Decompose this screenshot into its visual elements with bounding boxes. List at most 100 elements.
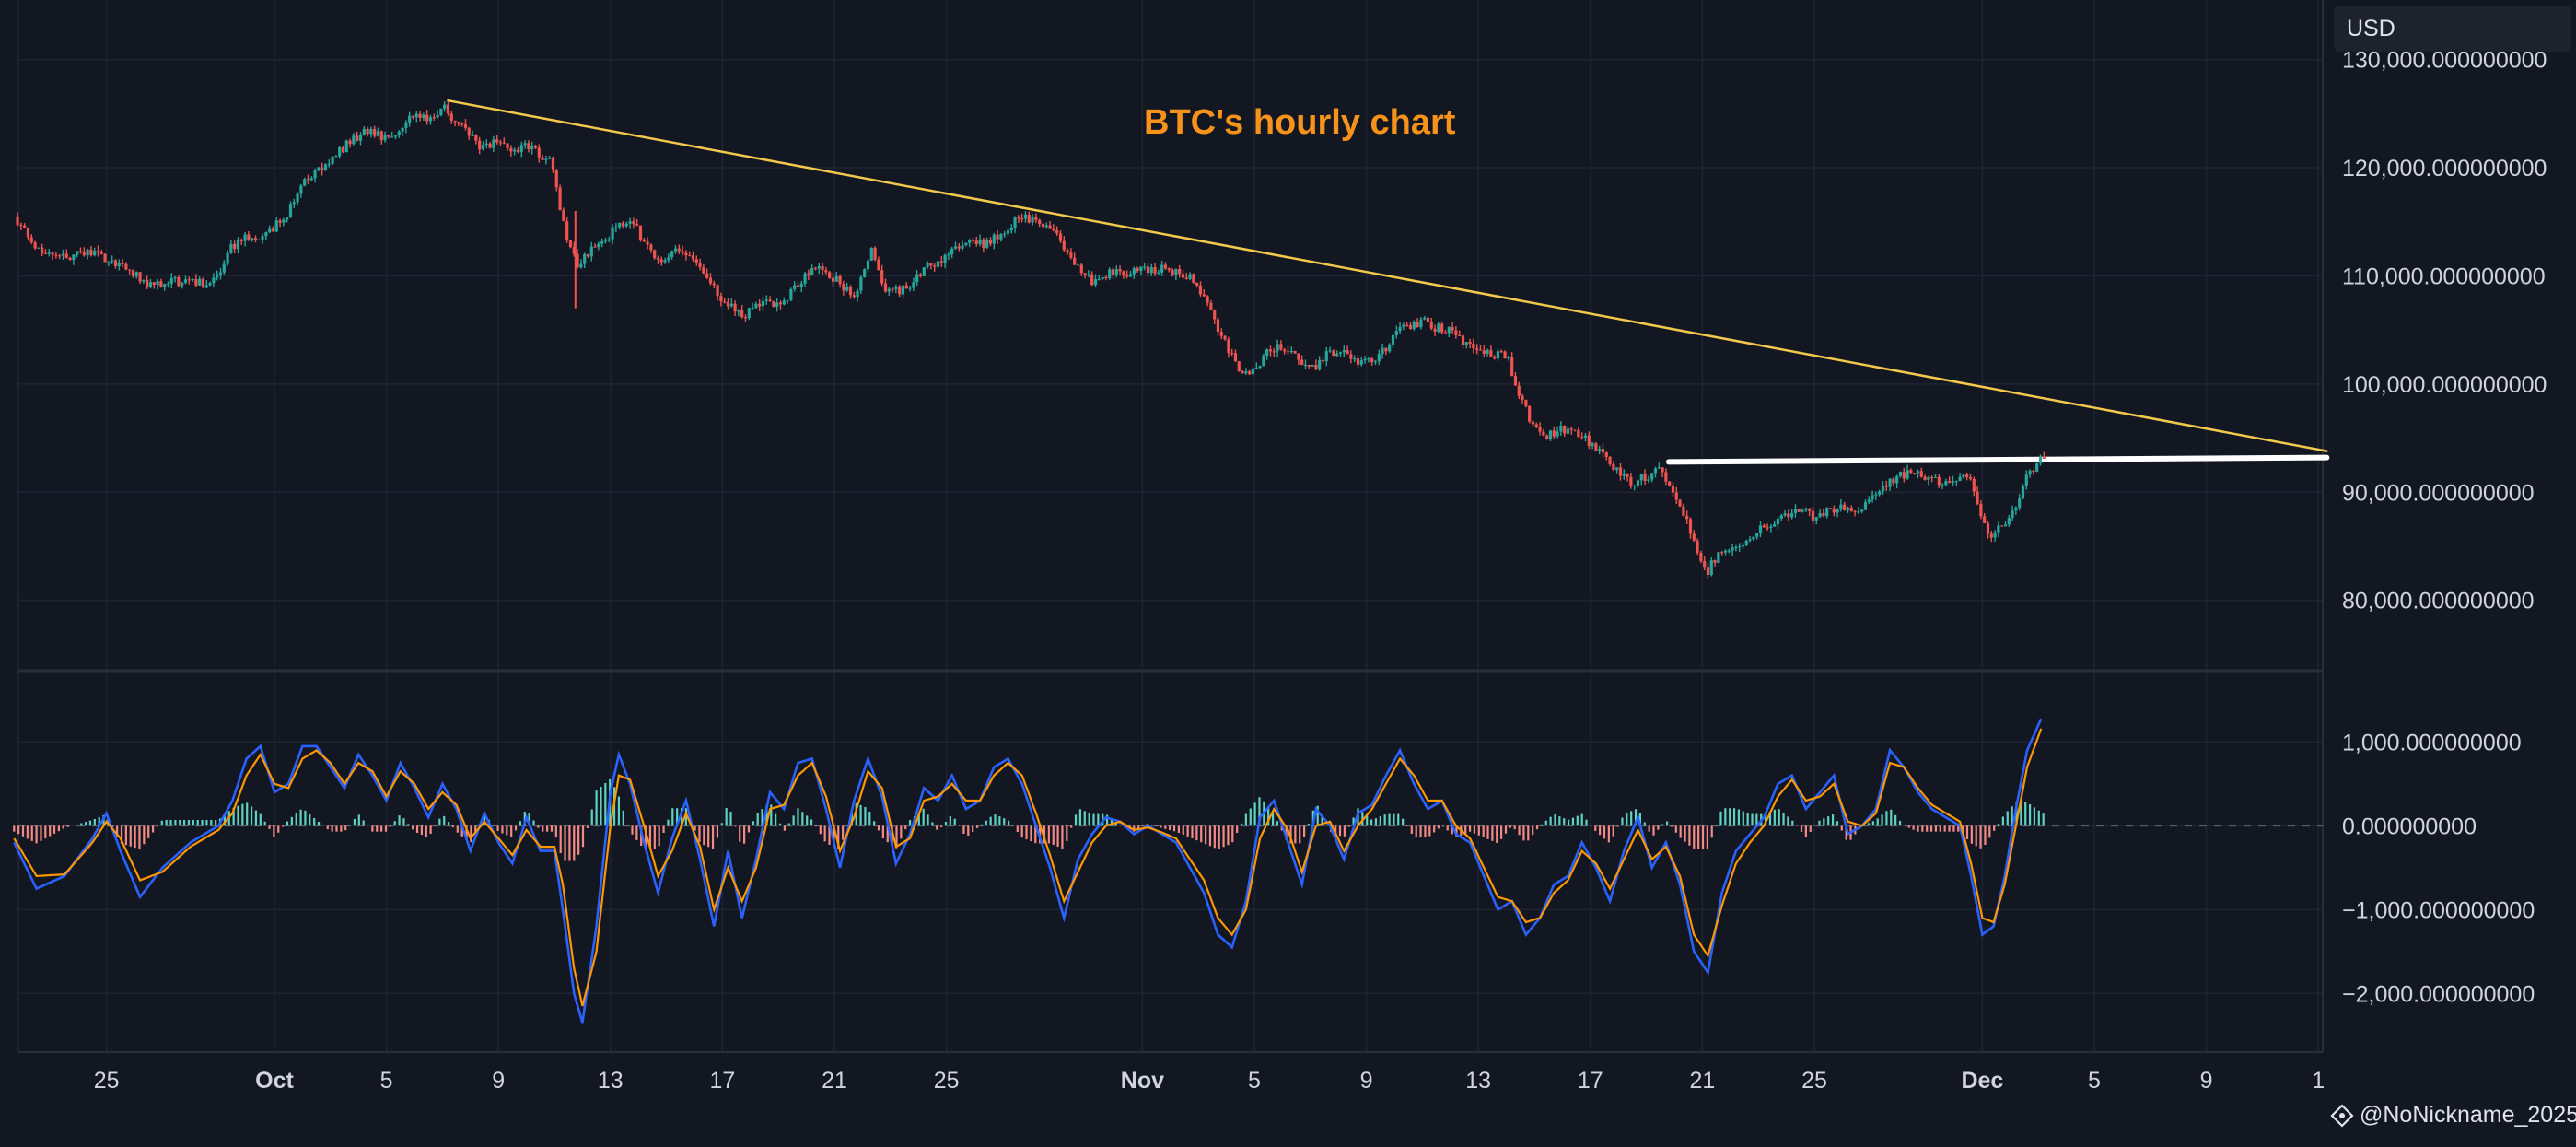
candle-body (1377, 354, 1381, 362)
candle (554, 169, 558, 192)
candle (29, 234, 33, 245)
candle (1241, 369, 1244, 374)
candle-body (379, 131, 383, 141)
candle-body (243, 234, 247, 241)
candle-body (1709, 560, 1713, 576)
candle-body (1143, 266, 1147, 268)
candle-body (828, 272, 832, 278)
time-axis-label: Nov (1121, 1068, 1164, 1094)
candle-body (562, 210, 565, 222)
candle-body (1079, 264, 1083, 274)
candle-body (1373, 361, 1378, 363)
candle-body (131, 269, 135, 277)
candle-body (498, 142, 503, 144)
candle (999, 233, 1003, 242)
candle-body (1367, 358, 1370, 360)
candle (390, 131, 394, 138)
candle-body (99, 252, 103, 254)
candle (1902, 467, 1906, 483)
candle (142, 279, 146, 284)
candle (1443, 329, 1448, 334)
candle-body (471, 135, 474, 136)
candle-body (488, 143, 492, 148)
candle (1566, 426, 1570, 435)
candle-body (1429, 322, 1433, 329)
candle (1373, 359, 1378, 366)
candle (1881, 481, 1885, 496)
candle-body (786, 299, 789, 301)
candle-body (309, 178, 313, 181)
candle (1454, 326, 1458, 339)
candle-body (1167, 268, 1171, 271)
time-axis-label: 21 (822, 1068, 847, 1094)
candle (58, 253, 62, 260)
candle (1542, 428, 1545, 437)
price-axis-label: 110,000.000000000 (2342, 263, 2546, 289)
candle (2028, 469, 2032, 478)
candle (1636, 478, 1640, 488)
axis-layer: 130,000.000000000 120,000.000000000 110,00… (94, 48, 2547, 1094)
candle-body (1773, 524, 1777, 527)
candle-body (729, 303, 733, 307)
candle-body (327, 163, 331, 165)
candle-body (579, 263, 583, 268)
candle (99, 250, 103, 255)
candle-body (1944, 481, 1948, 486)
candle (912, 277, 915, 292)
candle-body (1062, 240, 1066, 251)
candle-body (1513, 376, 1518, 386)
candle-body (926, 263, 929, 268)
candle-body (743, 317, 748, 319)
candle (1895, 474, 1899, 489)
candle (1311, 364, 1314, 367)
candle-body (1223, 335, 1227, 340)
candle-body (614, 227, 618, 228)
candle (1338, 351, 1343, 357)
candle (1682, 503, 1685, 517)
candle-body (352, 135, 356, 145)
candle-body (1195, 282, 1199, 286)
candle-body (632, 221, 635, 225)
candle (663, 257, 667, 264)
currency-selector[interactable]: USD (2334, 6, 2571, 52)
candle-body (1573, 429, 1577, 431)
candle (1087, 270, 1090, 278)
candle (533, 144, 538, 150)
candle-body (1111, 269, 1115, 275)
candle-body (933, 265, 937, 267)
candle (775, 298, 779, 312)
candle-body (453, 120, 457, 123)
candle (379, 130, 383, 145)
candle-body (778, 302, 783, 305)
candle (187, 276, 191, 285)
candle (1293, 350, 1297, 354)
candle (299, 183, 303, 198)
candle-body (1038, 219, 1042, 225)
candle-body (1213, 310, 1217, 320)
candle-body (401, 127, 404, 132)
candle (2021, 484, 2025, 500)
candle-body (842, 284, 845, 291)
candle-body (177, 277, 181, 287)
candle-body (1828, 508, 1833, 509)
candle (1006, 228, 1010, 237)
candle-body (1458, 334, 1462, 336)
candle-body (541, 157, 544, 160)
candle-body (737, 309, 740, 312)
candle (1233, 349, 1238, 362)
candle-body (1328, 350, 1332, 352)
candle (740, 304, 744, 319)
candle (1762, 523, 1766, 528)
candle (1650, 473, 1654, 483)
candle-body (334, 156, 338, 158)
candle-body (89, 249, 93, 256)
candle (551, 156, 555, 173)
candle (1132, 266, 1136, 279)
candle (1353, 355, 1357, 363)
candle (261, 233, 264, 244)
candle-body (1769, 526, 1773, 528)
candle (922, 266, 926, 277)
candle-body (1871, 495, 1874, 500)
candle (1461, 334, 1465, 349)
